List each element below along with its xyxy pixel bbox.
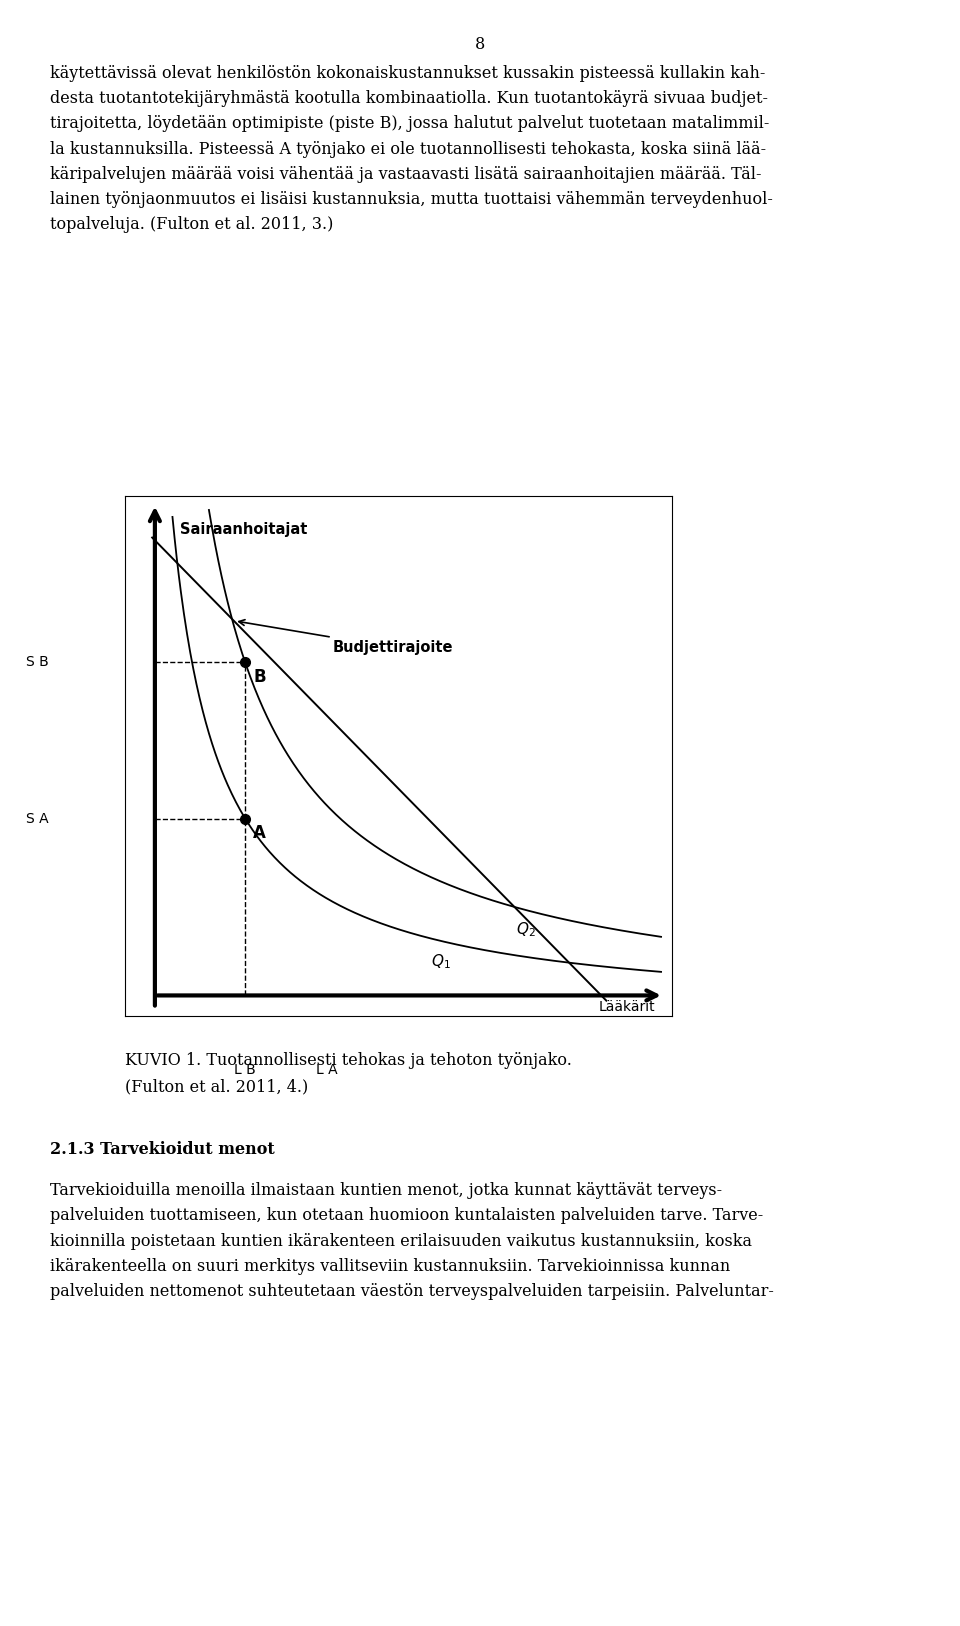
Text: KUVIO 1. Tuotannollisesti tehokas ja tehoton työnjako.: KUVIO 1. Tuotannollisesti tehokas ja teh…	[125, 1052, 571, 1068]
Text: kioinnilla poistetaan kuntien ikärakenteen erilaisuuden vaikutus kustannuksiin, : kioinnilla poistetaan kuntien ikärakente…	[50, 1233, 752, 1249]
Text: $Q_2$: $Q_2$	[516, 920, 536, 940]
Text: palveluiden tuottamiseen, kun otetaan huomioon kuntalaisten palveluiden tarve. T: palveluiden tuottamiseen, kun otetaan hu…	[50, 1206, 763, 1224]
Text: B: B	[253, 668, 266, 686]
Text: ikärakenteella on suuri merkitys vallitseviin kustannuksiin. Tarvekioinnissa kun: ikärakenteella on suuri merkitys vallits…	[50, 1259, 731, 1275]
Text: Budjettirajoite: Budjettirajoite	[239, 620, 453, 655]
Text: Sairaanhoitajat: Sairaanhoitajat	[180, 522, 307, 537]
Text: 8: 8	[475, 36, 485, 52]
Text: S A: S A	[26, 811, 49, 826]
Text: L A: L A	[317, 1063, 338, 1076]
Text: S B: S B	[26, 655, 49, 670]
Text: käripalvelujen määrää voisi vähentää ja vastaavasti lisätä sairaanhoitajien määr: käripalvelujen määrää voisi vähentää ja …	[50, 166, 761, 182]
Text: 2.1.3 Tarvekioidut menot: 2.1.3 Tarvekioidut menot	[50, 1141, 275, 1158]
Text: Lääkärit: Lääkärit	[599, 1000, 656, 1013]
Text: (Fulton et al. 2011, 4.): (Fulton et al. 2011, 4.)	[125, 1078, 308, 1094]
Text: $Q_1$: $Q_1$	[431, 953, 451, 971]
Text: tirajoitetta, löydetään optimipiste (piste B), jossa halutut palvelut tuotetaan : tirajoitetta, löydetään optimipiste (pis…	[50, 115, 769, 132]
Text: L B: L B	[234, 1063, 256, 1076]
Text: lainen työnjaonmuutos ei lisäisi kustannuksia, mutta tuottaisi vähemmän terveyde: lainen työnjaonmuutos ei lisäisi kustann…	[50, 192, 773, 208]
Text: käytettävissä olevat henkilöstön kokonaiskustannukset kussakin pisteessä kullaki: käytettävissä olevat henkilöstön kokonai…	[50, 65, 765, 81]
Text: topalveluja. (Fulton et al. 2011, 3.): topalveluja. (Fulton et al. 2011, 3.)	[50, 216, 333, 233]
Text: A: A	[253, 824, 266, 842]
Text: palveluiden nettomenot suhteutetaan väestön terveyspalveluiden tarpeisiin. Palve: palveluiden nettomenot suhteutetaan väes…	[50, 1283, 774, 1299]
Text: Tarvekioiduilla menoilla ilmaistaan kuntien menot, jotka kunnat käyttävät tervey: Tarvekioiduilla menoilla ilmaistaan kunt…	[50, 1182, 722, 1198]
Text: la kustannuksilla. Pisteessä A työnjako ei ole tuotannollisesti tehokasta, koska: la kustannuksilla. Pisteessä A työnjako …	[50, 141, 766, 158]
Text: desta tuotantotekijäryhmästä kootulla kombinaatiolla. Kun tuotantokäyrä sivuaa b: desta tuotantotekijäryhmästä kootulla ko…	[50, 89, 768, 107]
